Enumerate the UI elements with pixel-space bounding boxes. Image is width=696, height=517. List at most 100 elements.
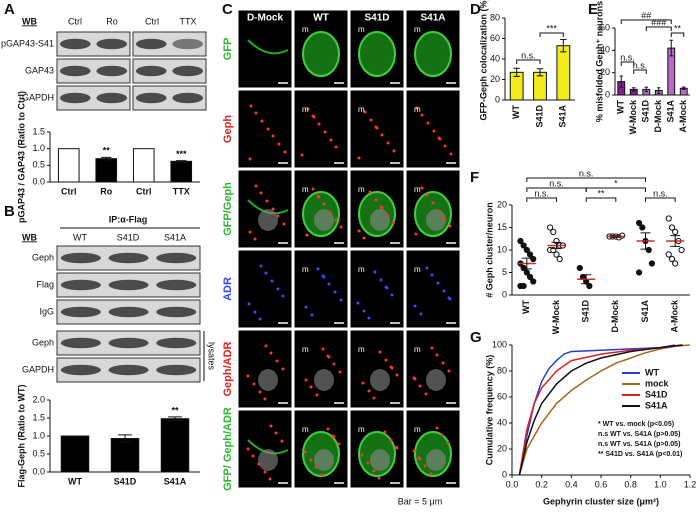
data-point: [665, 251, 672, 258]
marker: m: [414, 425, 421, 434]
puncta: [425, 193, 429, 197]
puncta: [395, 373, 399, 377]
lane-label: TTX: [180, 16, 197, 26]
stat-note: ** S41D vs. S41A (p<0.01): [598, 451, 682, 458]
y-tick-label: 0: [495, 94, 500, 104]
column-label: WT: [313, 13, 329, 24]
puncta: [362, 309, 366, 313]
blot-band: [135, 92, 167, 104]
marker: m: [358, 425, 365, 434]
error-bar: [513, 67, 520, 77]
significance: n.s.: [521, 50, 536, 60]
puncta: [321, 347, 325, 351]
puncta: [264, 271, 268, 275]
row-label: Geph/ADR: [222, 341, 234, 396]
error-bar: [118, 434, 132, 443]
bar: [160, 418, 190, 473]
puncta: [415, 106, 419, 110]
micrograph: [349, 329, 405, 409]
puncta: [251, 454, 255, 458]
micrograph: [237, 409, 293, 489]
y-tick-label: 2.0: [32, 394, 45, 404]
puncta: [334, 218, 338, 222]
bracket: [516, 59, 541, 64]
x-tick-label: 0.6: [595, 479, 608, 489]
puncta: [269, 424, 273, 428]
puncta: [339, 298, 343, 302]
puncta: [316, 194, 320, 198]
lane-label: S41D: [117, 232, 140, 242]
x-tick-label: Ctrl: [61, 186, 77, 196]
bar: [533, 71, 547, 101]
x-tick-label: WT: [511, 105, 521, 119]
puncta: [253, 310, 257, 314]
data-point: [553, 251, 560, 258]
puncta: [338, 370, 342, 374]
nucleus: [314, 209, 334, 231]
puncta: [274, 431, 278, 435]
x-tick-label: S41A: [666, 100, 676, 123]
row-label: pGAP43-S41: [1, 38, 54, 48]
puncta: [360, 453, 364, 457]
puncta: [249, 104, 253, 108]
y-tick-label: 10: [497, 244, 507, 254]
data-point: [517, 237, 524, 245]
puncta: [362, 236, 366, 240]
error-bar: [168, 416, 182, 422]
puncta: [316, 267, 320, 271]
error-bar: [176, 160, 187, 163]
blot-band: [59, 38, 91, 50]
significance: ##: [641, 10, 651, 20]
y-tick-label: 15: [497, 222, 507, 232]
x-tick-label: S41A: [164, 476, 187, 486]
bracket: [585, 187, 646, 192]
puncta: [270, 279, 274, 283]
x-tick-label: 0.4: [565, 479, 578, 489]
bar: [132, 148, 155, 183]
puncta: [304, 378, 308, 382]
marker: m: [302, 425, 309, 434]
row-label: GFP/ Geph/ADR: [222, 407, 234, 491]
puncta: [257, 462, 261, 466]
puncta: [431, 201, 435, 205]
puncta: [372, 469, 376, 473]
puncta: [339, 225, 343, 229]
puncta: [322, 202, 326, 206]
puncta: [425, 266, 429, 270]
puncta: [420, 113, 424, 117]
scale-label: Bar = 5 μm: [398, 496, 442, 506]
neurite: [247, 39, 289, 55]
puncta: [430, 346, 434, 350]
blot-band: [172, 38, 204, 50]
puncta: [254, 111, 258, 115]
puncta: [281, 367, 285, 371]
x-tick-label: WT: [521, 300, 531, 314]
x-tick-label: 1.0: [654, 479, 667, 489]
puncta: [390, 293, 394, 297]
nucleus: [258, 369, 278, 391]
data-point: [648, 260, 656, 267]
puncta: [443, 144, 447, 148]
bracket: [539, 32, 564, 37]
puncta: [320, 473, 324, 477]
blot-band: [108, 364, 149, 376]
significance: n.s.: [549, 178, 564, 188]
puncta: [392, 149, 396, 153]
bracket: [645, 26, 672, 31]
ip-label: IP:α-Flag: [109, 214, 148, 224]
bar: [95, 158, 118, 183]
panel-label: B: [4, 203, 15, 220]
bracket: [633, 69, 647, 74]
puncta: [305, 233, 309, 237]
marker: m: [302, 105, 309, 114]
lane-label: WT: [73, 232, 87, 242]
significance: n.s.: [620, 52, 635, 62]
puncta: [426, 121, 430, 125]
significance: n.s.: [633, 60, 648, 70]
puncta: [329, 138, 333, 142]
error-bar: [619, 75, 623, 88]
marker: m: [302, 345, 309, 354]
significance: ###: [651, 17, 666, 27]
error-bar: [581, 274, 592, 285]
data-point: [520, 282, 527, 290]
